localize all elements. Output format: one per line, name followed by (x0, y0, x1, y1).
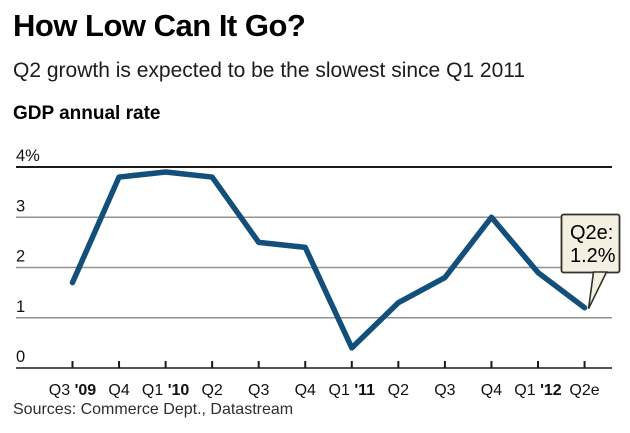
callout-text: Q2e: (570, 222, 613, 244)
page-title: How Low Can It Go? (13, 8, 306, 43)
x-tick-label: Q3 '09 (49, 382, 97, 399)
callout-text: 1.2% (570, 245, 616, 267)
sources-note: Sources: Commerce Dept., Datastream (13, 401, 294, 418)
callout-box (560, 213, 621, 274)
x-tick-label: Q2 (388, 382, 409, 399)
x-tick-label: Q1 '10 (142, 382, 190, 399)
x-tick-label: Q3 (434, 382, 455, 399)
chart-subtitle: Q2 growth is expected to be the slowest … (13, 59, 526, 82)
x-tick-label: Q1 '11 (329, 382, 376, 399)
y-axis-label: 0 (16, 348, 25, 366)
x-tick-label: Q1 '12 (514, 382, 562, 399)
y-axis-label: 3 (16, 197, 25, 215)
x-tick-label: Q4 (108, 382, 129, 399)
gdp-rate-line (69, 169, 588, 351)
x-tick-label: Q2e (569, 382, 599, 399)
x-tick-label: Q4 (295, 382, 316, 399)
chart-series-label: GDP annual rate (13, 103, 161, 124)
y-axis-label: 1 (16, 298, 25, 316)
x-tick-label: Q2 (201, 382, 222, 399)
callout-tail (587, 271, 608, 310)
x-tick-label: Q3 (248, 382, 269, 399)
y-axis-label: 4% (16, 147, 40, 165)
y-axis-label: 2 (16, 248, 25, 266)
x-tick-label: Q4 (481, 382, 502, 399)
